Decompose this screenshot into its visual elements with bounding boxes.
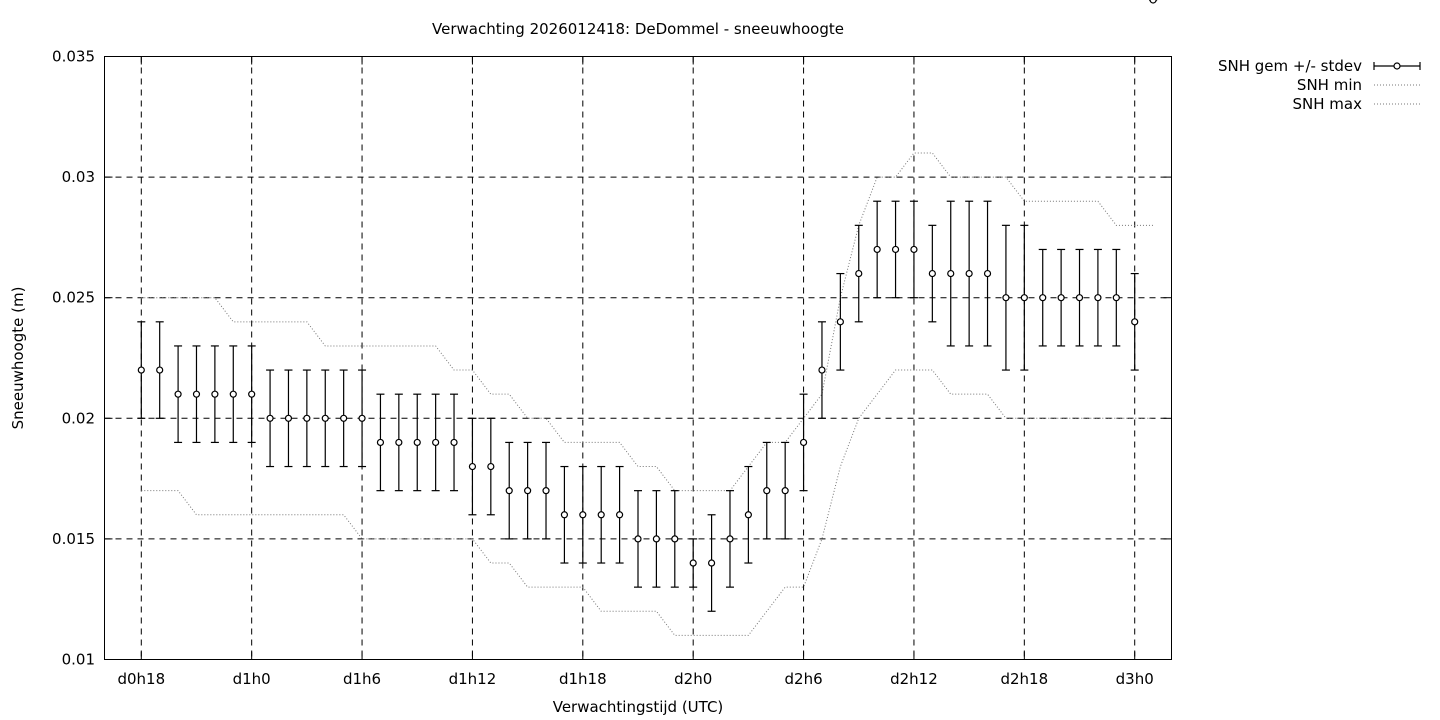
legend-label: SNH gem +/- stdev — [1218, 57, 1362, 75]
x-tick-label: d2h18 — [1000, 670, 1048, 688]
y-tick-label: 0.01 — [62, 651, 95, 669]
mean-point — [524, 487, 532, 495]
mean-point — [707, 559, 716, 567]
mean-point — [616, 511, 624, 519]
x-tick-label: d2h12 — [890, 670, 938, 688]
mean-point — [192, 390, 201, 398]
legend-swatch-point — [1393, 62, 1401, 70]
mean-point — [781, 487, 789, 495]
mean-point — [1002, 294, 1010, 302]
x-tick-labels: d0h18 d1h0 d1h6 d1h12 d1h18 d2h0 d2h6 d2h12 d2h1… — [117, 670, 1153, 688]
mean-point — [284, 414, 293, 422]
mean-point — [910, 245, 918, 254]
mean-point — [671, 535, 679, 543]
mean-points — [137, 0, 1157, 567]
mean-point — [340, 414, 348, 422]
y-tick-label: 0.025 — [52, 289, 95, 307]
x-tick-label: d0h18 — [117, 670, 165, 688]
mean-point — [303, 414, 311, 422]
mean-point — [1039, 294, 1047, 302]
mean-point — [1149, 0, 1157, 4]
mean-point — [450, 438, 458, 447]
mean-point — [413, 438, 421, 447]
y-tick-label: 0.02 — [62, 409, 95, 427]
mean-point — [597, 511, 605, 519]
x-tick-label: d1h12 — [449, 670, 497, 688]
mean-point — [505, 487, 513, 495]
mean-point — [211, 390, 219, 398]
mean-point — [1131, 318, 1139, 326]
mean-point — [174, 390, 182, 398]
mean-point — [928, 269, 936, 278]
x-tick-label: d1h6 — [343, 670, 381, 688]
y-tick-labels: 0.01 0.015 0.02 0.025 0.03 0.035 — [52, 48, 95, 669]
axis-ticks — [104, 56, 1172, 660]
mean-point — [634, 535, 642, 543]
plot-frame — [104, 56, 1172, 660]
mean-point — [726, 535, 734, 543]
mean-point — [799, 438, 808, 447]
mean-point — [376, 438, 385, 447]
mean-point — [248, 390, 256, 398]
mean-point — [1094, 294, 1102, 302]
snh-max-line — [141, 152, 1154, 492]
mean-point — [855, 269, 863, 278]
min-max-lines — [141, 152, 1154, 636]
legend-label: SNH max — [1293, 95, 1363, 113]
mean-point — [983, 269, 992, 278]
mean-point — [652, 535, 660, 543]
x-tick-label: d1h18 — [559, 670, 607, 688]
snh-min-line — [141, 369, 1154, 636]
mean-point — [432, 438, 440, 447]
x-tick-label: d3h0 — [1116, 670, 1154, 688]
legend-label: SNH min — [1297, 76, 1362, 94]
mean-point — [579, 511, 587, 519]
y-tick-label: 0.015 — [52, 530, 95, 548]
mean-point — [1112, 294, 1120, 302]
mean-point — [836, 318, 844, 326]
mean-point — [560, 511, 569, 519]
mean-point — [358, 414, 366, 422]
mean-point — [763, 487, 771, 495]
mean-point — [321, 414, 329, 422]
mean-point — [487, 462, 495, 471]
mean-point — [542, 487, 550, 495]
y-tick-label: 0.03 — [62, 168, 95, 186]
mean-point — [1075, 294, 1084, 302]
x-tick-label: d1h0 — [233, 670, 271, 688]
chart-title: Verwachting 2026012418: DeDommel - sneeu… — [432, 20, 844, 38]
x-axis-label: Verwachtingstijd (UTC) — [553, 698, 724, 716]
x-tick-label: d2h0 — [674, 670, 712, 688]
mean-point — [818, 366, 826, 374]
mean-point — [395, 438, 403, 447]
mean-point — [229, 390, 237, 398]
mean-point — [468, 462, 477, 471]
error-bars — [137, 0, 1158, 612]
mean-point — [137, 366, 145, 374]
mean-point — [965, 269, 973, 278]
mean-point — [156, 366, 164, 374]
y-axis-label: Sneeuwhoogte (m) — [9, 287, 27, 430]
mean-point — [873, 245, 881, 254]
mean-point — [689, 559, 697, 567]
mean-point — [891, 245, 900, 254]
mean-point — [947, 269, 955, 278]
mean-point — [1020, 294, 1028, 302]
mean-point — [744, 511, 752, 519]
y-tick-label: 0.035 — [52, 48, 95, 66]
mean-point — [266, 414, 274, 422]
x-tick-label: d2h6 — [785, 670, 823, 688]
mean-point — [1057, 294, 1065, 302]
